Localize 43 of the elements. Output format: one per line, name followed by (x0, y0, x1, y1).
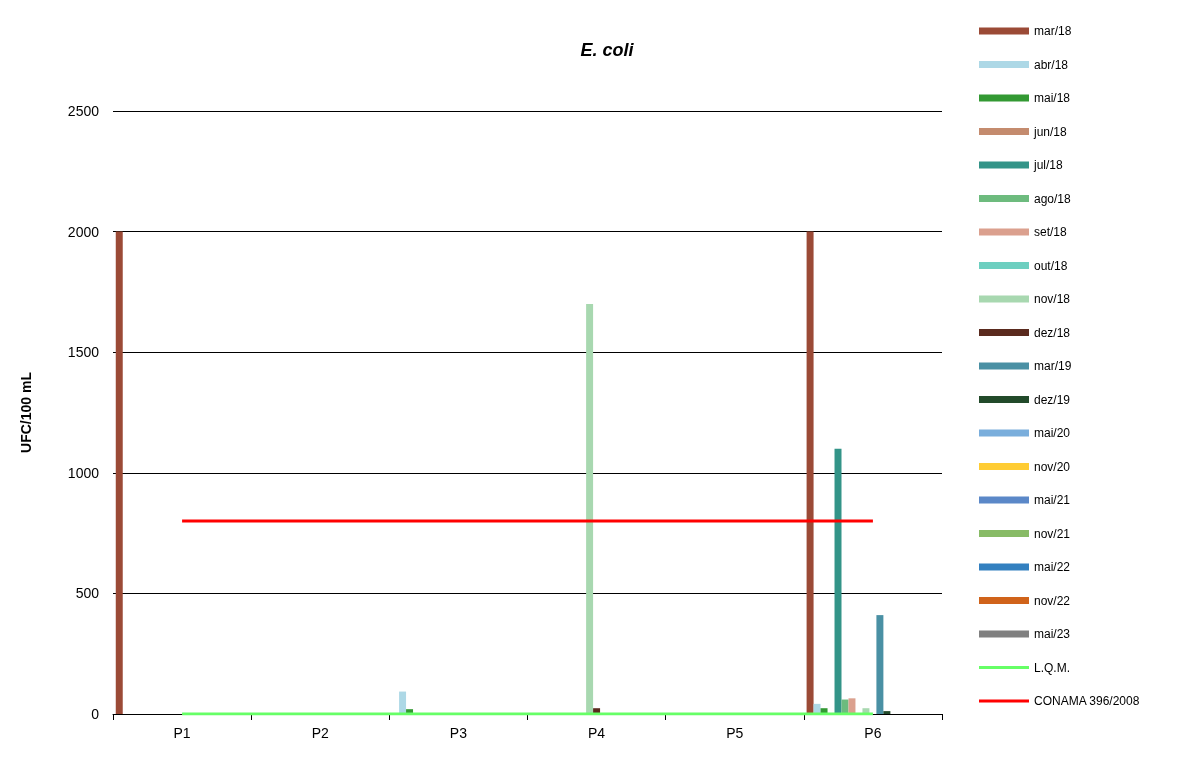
legend-label: mai/23 (1034, 627, 1071, 641)
y-tick-label: 2000 (67, 223, 100, 240)
legend-label: mai/18 (1034, 91, 1071, 105)
y-tick-label: 2500 (67, 103, 100, 119)
legend-label: nov/21 (1034, 526, 1071, 541)
legend-label: L.Q.M. (1034, 660, 1071, 675)
legend-label: mai/20 (1034, 426, 1071, 440)
x-tick-label: P2 (311, 725, 330, 741)
bar (806, 231, 814, 714)
legend-label: ago/18 (1034, 191, 1072, 206)
x-tick-label: P4 (588, 725, 606, 741)
legend-label: abr/18 (1034, 57, 1069, 72)
legend-label: mai/22 (1034, 560, 1071, 574)
legend-label: mar/18 (1034, 24, 1072, 38)
y-tick-label: 1500 (67, 344, 100, 361)
legend-label: jun/18 (1033, 124, 1068, 139)
legend-label: nov/18 (1034, 292, 1071, 306)
legend-label: mar/19 (1034, 359, 1072, 373)
y-tick-label: 500 (75, 585, 100, 602)
legend-label: CONAMA 396/2008 (1034, 694, 1140, 708)
y-axis-title: UFC/100 mL (18, 371, 34, 453)
legend-label: dez/19 (1034, 392, 1071, 407)
bar (115, 231, 123, 714)
legend-label: dez/18 (1034, 325, 1071, 340)
x-tick-label: P6 (864, 725, 882, 741)
chart-title: E. coli (580, 40, 635, 60)
x-tick-label: P1 (173, 725, 191, 741)
legend-label: mai/21 (1034, 493, 1071, 507)
bar (848, 698, 856, 714)
legend-label: nov/22 (1034, 593, 1071, 608)
legend-label: jul/18 (1033, 158, 1064, 172)
bar (876, 615, 884, 714)
bar (834, 448, 842, 714)
legend-label: nov/20 (1034, 459, 1071, 474)
x-tick-label: P3 (449, 725, 468, 741)
bar (399, 691, 407, 714)
bar (586, 303, 594, 714)
legend-label: set/18 (1034, 225, 1068, 239)
y-tick-label: 1000 (67, 464, 100, 481)
bar (883, 711, 891, 714)
y-tick-label: 0 (91, 706, 100, 722)
legend-label: out/18 (1034, 258, 1068, 273)
x-tick-label: P5 (726, 725, 744, 741)
